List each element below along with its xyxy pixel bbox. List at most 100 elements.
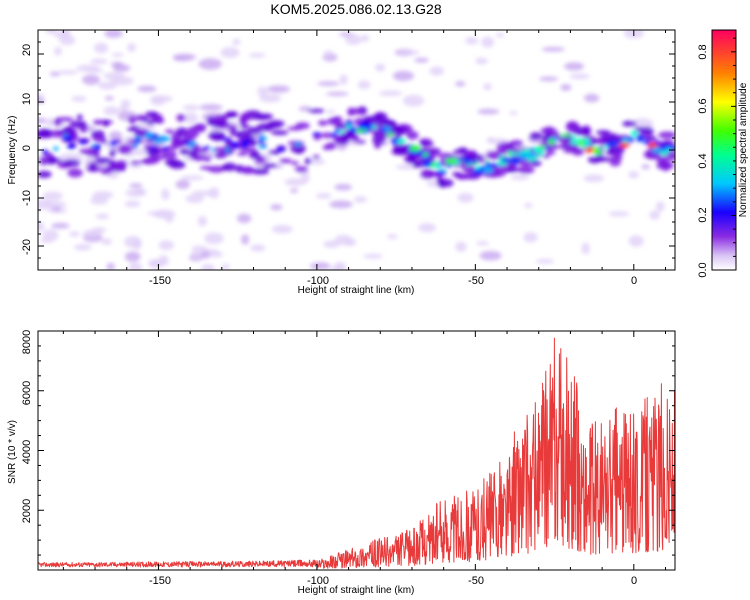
snr-panel: -150 -100 -50 0 Height of straight line … [7, 330, 676, 596]
heatmap-blob [180, 175, 204, 181]
heatmap-blob [329, 133, 338, 137]
heatmap-blob [355, 128, 363, 133]
heatmap-blob [124, 251, 141, 262]
heatmap-blob [42, 191, 63, 201]
heatmap-blob [102, 120, 110, 127]
heatmap-blob [593, 150, 603, 155]
heatmap-blob [79, 139, 87, 145]
heatmap-blob [559, 133, 571, 138]
heatmap-blob [350, 133, 360, 143]
heatmap-ytick-label: -10 [21, 190, 33, 206]
heatmap-blob [466, 167, 473, 173]
heatmap-blob [485, 153, 493, 159]
heatmap-blob [129, 183, 143, 188]
heatmap-ytick-label: 10 [21, 93, 33, 105]
heatmap-blob [49, 71, 61, 77]
heatmap-blob [577, 140, 585, 146]
heatmap-blob [88, 161, 98, 171]
heatmap-blob [541, 46, 565, 52]
heatmap-blob [409, 145, 421, 152]
heatmap-blob [422, 160, 433, 167]
heatmap-blob [605, 141, 618, 147]
heatmap-blob [164, 129, 175, 134]
heatmap-blob [470, 159, 478, 165]
heatmap-blob [171, 138, 185, 148]
heatmap-blob [74, 243, 92, 251]
heatmap-blob [41, 149, 49, 155]
heatmap-blob [325, 142, 337, 150]
heatmap-blob [146, 146, 160, 157]
heatmap-blob [264, 123, 281, 129]
heatmap-blob [310, 158, 326, 165]
heatmap-blob [107, 159, 116, 165]
heatmap-blob [144, 131, 154, 139]
snr-xtick-label: 0 [631, 575, 637, 587]
heatmap-blob [608, 211, 630, 217]
heatmap-blob [309, 262, 331, 270]
colorbar-label: Normalized spectral amplitude [738, 82, 749, 217]
heatmap-blob [250, 244, 266, 252]
heatmap-blob [200, 250, 211, 259]
heatmap-blob [583, 93, 600, 103]
heatmap-blob [304, 157, 312, 165]
heatmap-blob [38, 221, 45, 232]
heatmap-blob [51, 206, 62, 212]
heatmap-blob [414, 57, 429, 63]
heatmap-blob [659, 150, 669, 156]
heatmap-xtick-label: -150 [149, 275, 171, 287]
heatmap-blob [93, 42, 109, 54]
heatmap-blob [257, 86, 269, 97]
heatmap-blob [483, 83, 492, 91]
heatmap-blob [398, 50, 420, 55]
heatmap-blob [312, 154, 321, 159]
heatmap-blob [658, 131, 675, 139]
heatmap-blob [334, 183, 352, 191]
heatmap-blob [465, 37, 479, 45]
heatmap-blob [42, 229, 59, 242]
heatmap-blob [529, 132, 543, 141]
heatmap-blob [485, 161, 491, 167]
heatmap-blob [628, 171, 640, 179]
heatmap-blob [570, 126, 578, 133]
heatmap-blob [475, 57, 488, 65]
colorbar-tick-label: 0.4 [697, 153, 709, 168]
heatmap-blobs [38, 30, 675, 270]
heatmap-blob [57, 70, 79, 75]
heatmap-blob [558, 144, 569, 149]
heatmap-blob [199, 104, 223, 111]
heatmap-blob [509, 110, 518, 116]
heatmap-blob [38, 93, 45, 99]
heatmap-blob [152, 118, 164, 124]
heatmap-blob [508, 152, 519, 156]
heatmap-blob [569, 73, 590, 80]
heatmap-blob [518, 159, 533, 166]
heatmap-blob [168, 160, 186, 169]
heatmap-blob [361, 128, 367, 132]
heatmap-blob [52, 146, 59, 151]
heatmap-blob [247, 126, 262, 135]
heatmap-blob [419, 141, 434, 147]
heatmap-blob [486, 137, 495, 143]
heatmap-blob [164, 214, 174, 223]
heatmap-blob [496, 162, 508, 166]
heatmap-blob [294, 166, 309, 173]
heatmap-blob [125, 189, 147, 198]
heatmap-blob [374, 133, 386, 139]
heatmap-blob [326, 109, 336, 114]
heatmap-blob [526, 149, 531, 154]
heatmap-blob [454, 159, 461, 165]
heatmap-blob [264, 163, 277, 168]
heatmap-blob [584, 147, 595, 153]
snr-ytick-label: 8000 [21, 330, 33, 354]
chart-title: KOM5.2025.086.02.13.G28 [270, 1, 441, 17]
heatmap-blob [547, 139, 555, 145]
heatmap-blob [457, 192, 474, 203]
heatmap-blob [157, 255, 169, 266]
heatmap-blob [614, 149, 623, 157]
heatmap-blob [570, 135, 576, 139]
heatmap-blob [380, 128, 387, 132]
heatmap-blob [437, 178, 454, 188]
heatmap-blob [191, 245, 208, 250]
snr-ytick-label: 4000 [21, 440, 33, 464]
heatmap-blob [307, 108, 326, 113]
